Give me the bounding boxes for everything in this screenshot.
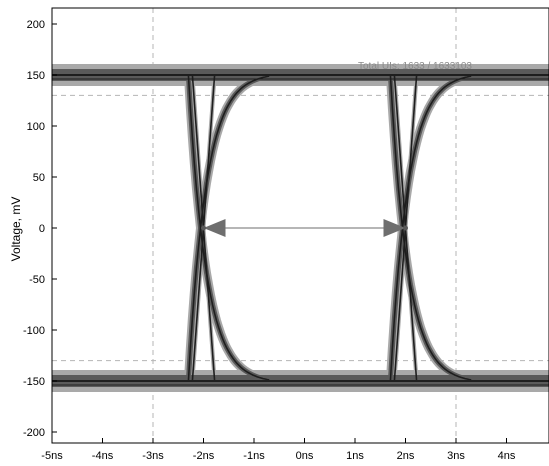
x-tick-label: 4ns xyxy=(498,450,516,462)
slow-edge-trace xyxy=(187,75,270,382)
y-tick-label: -50 xyxy=(29,274,45,286)
x-tick-label: -1ns xyxy=(243,450,265,462)
x-tick-label: 2ns xyxy=(397,450,415,462)
slow-edge-trace xyxy=(187,74,270,381)
plot-frame xyxy=(51,7,549,444)
x-axis: -5ns -4ns -3ns -2ns -1ns 0ns 1ns 2ns 3ns 4ns xyxy=(41,438,516,462)
x-tick-label: -2ns xyxy=(193,450,215,462)
x-tick-label: -3ns xyxy=(142,450,164,462)
y-axis: 200 150 100 50 0 -50 -100 -150 -200 xyxy=(23,19,57,439)
slow-edge-trace xyxy=(389,74,472,381)
eye-width-arrow xyxy=(201,219,408,237)
x-tick-label: -5ns xyxy=(41,450,63,462)
slow-edge-trace xyxy=(389,75,472,382)
x-tick-label: 0ns xyxy=(296,450,314,462)
y-tick-label: 50 xyxy=(33,172,45,184)
x-tick-label: 1ns xyxy=(346,450,364,462)
y-tick-label: -100 xyxy=(23,325,45,337)
crossing-point xyxy=(403,225,408,231)
eye-annotation: Total UIs: 1633 / 1633103 xyxy=(358,61,472,72)
arrow-head-right xyxy=(383,219,406,237)
y-tick-label: -200 xyxy=(23,427,45,439)
y-axis-title: Voltage, mV xyxy=(9,197,23,262)
arrow-head-left xyxy=(203,219,226,237)
y-tick-label: 150 xyxy=(27,70,45,82)
crossing-point xyxy=(201,225,206,231)
y-tick-label: -150 xyxy=(23,376,45,388)
y-tick-label: 100 xyxy=(27,121,45,133)
x-tick-label: -4ns xyxy=(92,450,114,462)
y-tick-label: 200 xyxy=(27,19,45,31)
x-tick-label: 3ns xyxy=(447,450,465,462)
y-tick-label: 0 xyxy=(39,223,45,235)
